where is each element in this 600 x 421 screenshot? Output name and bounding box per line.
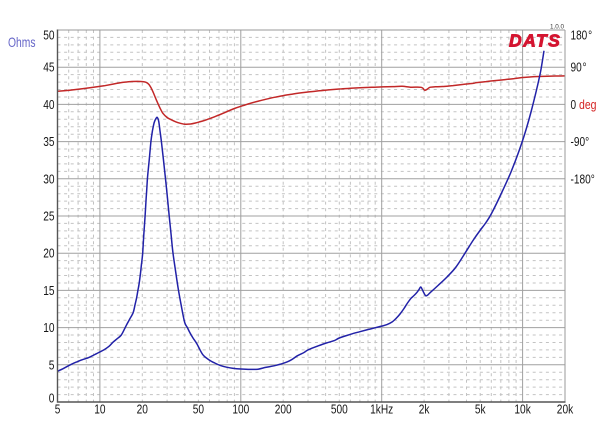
svg-text:15: 15 (43, 283, 54, 298)
svg-text:deg: deg (579, 97, 597, 112)
svg-text:2k: 2k (419, 402, 430, 417)
svg-text:200: 200 (275, 402, 292, 417)
svg-text:10k: 10k (514, 402, 531, 417)
svg-text:-180°: -180° (571, 171, 595, 186)
svg-text:1kHz: 1kHz (370, 402, 393, 417)
svg-text:100: 100 (232, 402, 249, 417)
svg-text:20k: 20k (557, 402, 574, 417)
svg-text:20: 20 (43, 246, 54, 261)
svg-text:5: 5 (49, 357, 55, 372)
svg-text:10: 10 (43, 320, 54, 335)
svg-text:25: 25 (43, 209, 54, 224)
svg-text:40: 40 (43, 97, 54, 112)
svg-text:-90°: -90° (571, 134, 590, 149)
svg-text:5k: 5k (475, 402, 486, 417)
svg-text:0: 0 (49, 391, 55, 406)
svg-text:0: 0 (571, 97, 577, 112)
svg-text:50: 50 (43, 28, 54, 43)
svg-text:35: 35 (43, 134, 54, 149)
svg-text:30: 30 (43, 171, 54, 186)
svg-text:10: 10 (94, 402, 105, 417)
svg-text:Ohms: Ohms (8, 34, 36, 50)
svg-text:DATS: DATS (509, 31, 561, 51)
svg-text:180 °: 180 ° (571, 28, 593, 43)
svg-text:20: 20 (137, 402, 148, 417)
svg-text:1.0.0: 1.0.0 (550, 23, 565, 30)
svg-text:45: 45 (43, 60, 54, 75)
svg-text:500: 500 (331, 402, 348, 417)
svg-text:5: 5 (55, 402, 61, 417)
svg-text:50: 50 (193, 402, 204, 417)
svg-text:90 °: 90 ° (571, 60, 587, 75)
